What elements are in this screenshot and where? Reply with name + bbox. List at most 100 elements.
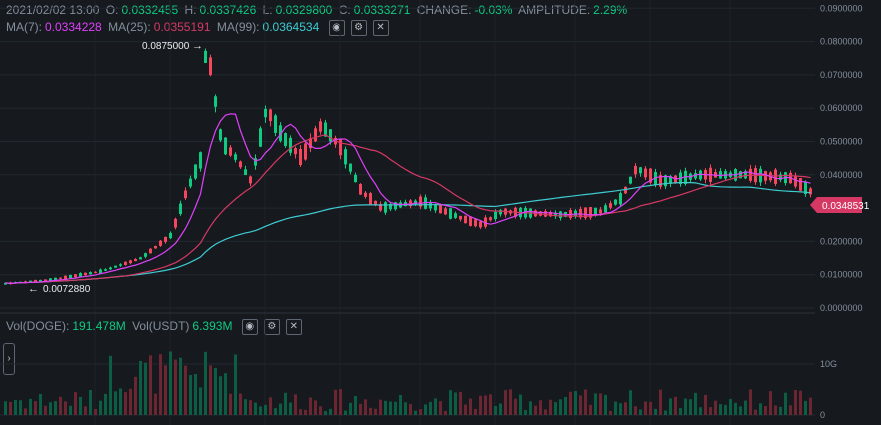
candle-body bbox=[479, 221, 482, 228]
volume-bar bbox=[374, 408, 377, 415]
candle-body bbox=[359, 184, 362, 195]
volume-bar bbox=[509, 389, 512, 415]
eye-icon[interactable]: ◉ bbox=[328, 20, 345, 36]
candle-body bbox=[129, 260, 132, 264]
change-value: -0.03% bbox=[474, 3, 513, 17]
candle-body bbox=[484, 217, 487, 227]
volume-bar bbox=[204, 351, 207, 415]
high-label: H: bbox=[184, 3, 197, 17]
candle-body bbox=[649, 168, 652, 183]
volume-bar bbox=[314, 400, 317, 415]
volume-bar bbox=[274, 408, 277, 415]
amplitude-value: 2.29% bbox=[593, 3, 628, 17]
candle-body bbox=[284, 133, 287, 146]
volume-bar bbox=[809, 397, 812, 415]
volume-bar bbox=[574, 391, 577, 415]
candle-body bbox=[494, 211, 497, 220]
chevron-right-icon[interactable]: › bbox=[3, 343, 15, 375]
candle-body bbox=[254, 158, 257, 166]
volume-bar bbox=[289, 402, 292, 415]
candle-body bbox=[614, 199, 617, 205]
ma99-value: 0.0364534 bbox=[262, 20, 320, 35]
candle-body bbox=[104, 269, 107, 271]
low-label: L: bbox=[262, 3, 273, 17]
volume-bar bbox=[99, 400, 102, 415]
volume-bar bbox=[739, 406, 742, 415]
candle-body bbox=[419, 196, 422, 207]
volume-bar bbox=[499, 403, 502, 415]
volume-bar bbox=[534, 405, 537, 415]
volume-bar bbox=[629, 390, 632, 415]
candle-body bbox=[549, 212, 552, 217]
arrow-left-icon: ← bbox=[28, 283, 39, 295]
close-icon[interactable]: ✕ bbox=[285, 319, 302, 335]
volume-bar bbox=[674, 396, 677, 415]
volume-bar bbox=[679, 408, 682, 415]
candle-body bbox=[474, 219, 477, 227]
candle-body bbox=[599, 209, 602, 214]
candle-body bbox=[99, 269, 102, 274]
ma7-value: 0.0334228 bbox=[45, 20, 102, 35]
candle-body bbox=[204, 50, 207, 63]
candle-body bbox=[39, 279, 42, 282]
low-marker-label: 0.0072880 bbox=[43, 284, 91, 295]
volume-bar bbox=[469, 398, 472, 415]
volume-bar bbox=[119, 388, 122, 415]
candle-body bbox=[209, 57, 212, 76]
candle-body bbox=[219, 129, 222, 141]
volume-bar bbox=[189, 375, 192, 415]
candle-body bbox=[489, 217, 492, 221]
candle-body bbox=[634, 165, 637, 175]
candle-body bbox=[379, 203, 382, 211]
volume-bar bbox=[644, 401, 647, 415]
volume-bar bbox=[114, 391, 117, 415]
volume-bar bbox=[464, 404, 467, 415]
price-tick-label: 0.0400000 bbox=[820, 170, 863, 180]
candle-body bbox=[444, 208, 447, 215]
candle-body bbox=[289, 137, 292, 153]
chart-grid bbox=[0, 0, 815, 425]
candle-datetime: 2021/02/02 13:00 bbox=[6, 3, 100, 17]
volume-bar bbox=[269, 397, 272, 415]
volume-bar bbox=[684, 398, 687, 415]
candle-body bbox=[84, 272, 87, 276]
volume-bar bbox=[529, 401, 532, 415]
candle-body bbox=[259, 128, 262, 147]
close-icon[interactable]: ✕ bbox=[372, 20, 389, 36]
gear-icon[interactable]: ⚙ bbox=[350, 20, 367, 36]
candle-body bbox=[669, 176, 672, 184]
candle-body bbox=[349, 163, 352, 172]
candle-body bbox=[449, 208, 452, 219]
price-tick-label: 0.0500000 bbox=[820, 137, 863, 147]
volume-bar bbox=[804, 400, 807, 415]
candle-body bbox=[114, 265, 117, 268]
candle-body bbox=[699, 170, 702, 180]
volume-bar bbox=[789, 405, 792, 415]
volume-bar bbox=[104, 393, 107, 415]
volume-bar bbox=[299, 409, 302, 415]
candle-body bbox=[134, 258, 137, 262]
candle-body bbox=[119, 264, 122, 266]
candle-body bbox=[659, 175, 662, 187]
volume-bar bbox=[229, 393, 232, 415]
volume-bar bbox=[364, 399, 367, 415]
volume-bar bbox=[164, 365, 167, 415]
volume-bar bbox=[4, 401, 7, 415]
volume-bar bbox=[124, 392, 127, 415]
volume-bar bbox=[554, 402, 557, 415]
ohlc-legend: 2021/02/02 13:00 O: 0.0332455 H: 0.0337426… bbox=[6, 3, 630, 17]
gear-icon[interactable]: ⚙ bbox=[263, 319, 280, 335]
volume-bar bbox=[319, 406, 322, 415]
candle-body bbox=[174, 218, 177, 228]
candle-body bbox=[44, 279, 47, 282]
volume-bar bbox=[704, 394, 707, 415]
price-tick-label: 0.0600000 bbox=[820, 103, 863, 113]
vol-doge-value: 191.478M bbox=[72, 319, 126, 334]
candle-body bbox=[809, 188, 812, 195]
arrow-right-icon: → bbox=[192, 40, 203, 52]
candle-body bbox=[4, 282, 7, 285]
eye-icon[interactable]: ◉ bbox=[241, 319, 258, 335]
candle-body bbox=[794, 175, 797, 187]
volume-bar bbox=[324, 410, 327, 415]
